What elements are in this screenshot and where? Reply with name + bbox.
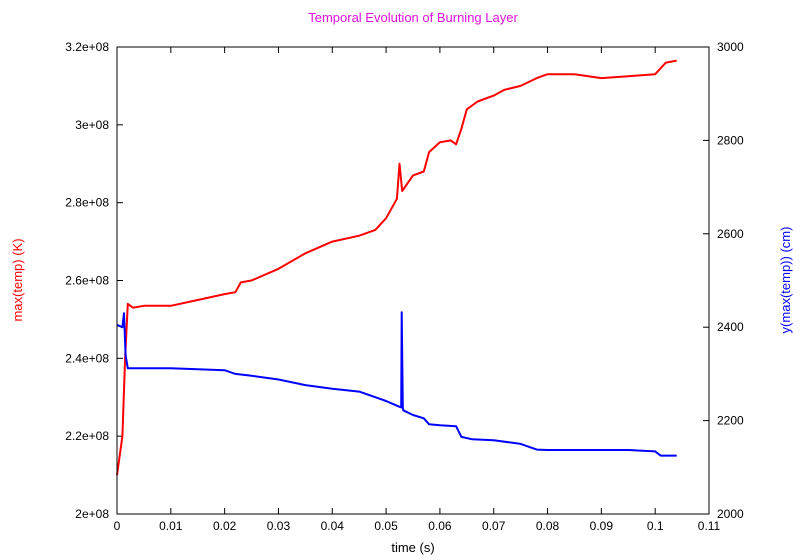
x-tick-label: 0.02: [213, 519, 237, 533]
x-tick-label: 0.1: [647, 519, 664, 533]
y-right-tick-label: 2600: [717, 227, 744, 241]
y-right-tick-label: 2000: [717, 507, 744, 521]
x-tick-label: 0.09: [590, 519, 614, 533]
y-right-tick-label: 2400: [717, 320, 744, 334]
x-tick-label: 0.03: [267, 519, 291, 533]
x-tick-label: 0.08: [536, 519, 560, 533]
y-right-tick-label: 2800: [717, 133, 744, 147]
chart-title: Temporal Evolution of Burning Layer: [308, 10, 518, 25]
y-left-tick-label: 2.2e+08: [65, 429, 109, 443]
x-tick-label: 0.11: [698, 519, 721, 533]
x-tick-label: 0.01: [159, 519, 183, 533]
x-tick-label: 0.04: [321, 519, 345, 533]
x-tick-label: 0.06: [428, 519, 452, 533]
x-tick-label: 0.05: [374, 519, 398, 533]
y-left-tick-label: 2e+08: [75, 507, 109, 521]
y-axis-left-label: max(temp) (K): [10, 238, 25, 321]
y-right-tick-label: 3000: [717, 40, 744, 54]
x-tick-label: 0: [114, 519, 121, 533]
y-max-temp-series-line: [116, 311, 677, 457]
plot-frame: [116, 46, 710, 515]
y-left-tick-label: 2.4e+08: [65, 351, 109, 365]
y-left-tick-label: 2.6e+08: [65, 274, 109, 288]
y-axis-right-label: y(max(temp)) (cm): [778, 227, 793, 334]
y-left-tick-label: 3.2e+08: [65, 40, 109, 54]
y-right-tick-label: 2200: [717, 414, 744, 428]
x-tick-label: 0.07: [482, 519, 506, 533]
x-axis-label: time (s): [391, 540, 434, 555]
y-left-tick-label: 3e+08: [75, 118, 109, 132]
y-left-tick-label: 2.8e+08: [65, 196, 109, 210]
max-temp-series-line: [116, 59, 677, 476]
